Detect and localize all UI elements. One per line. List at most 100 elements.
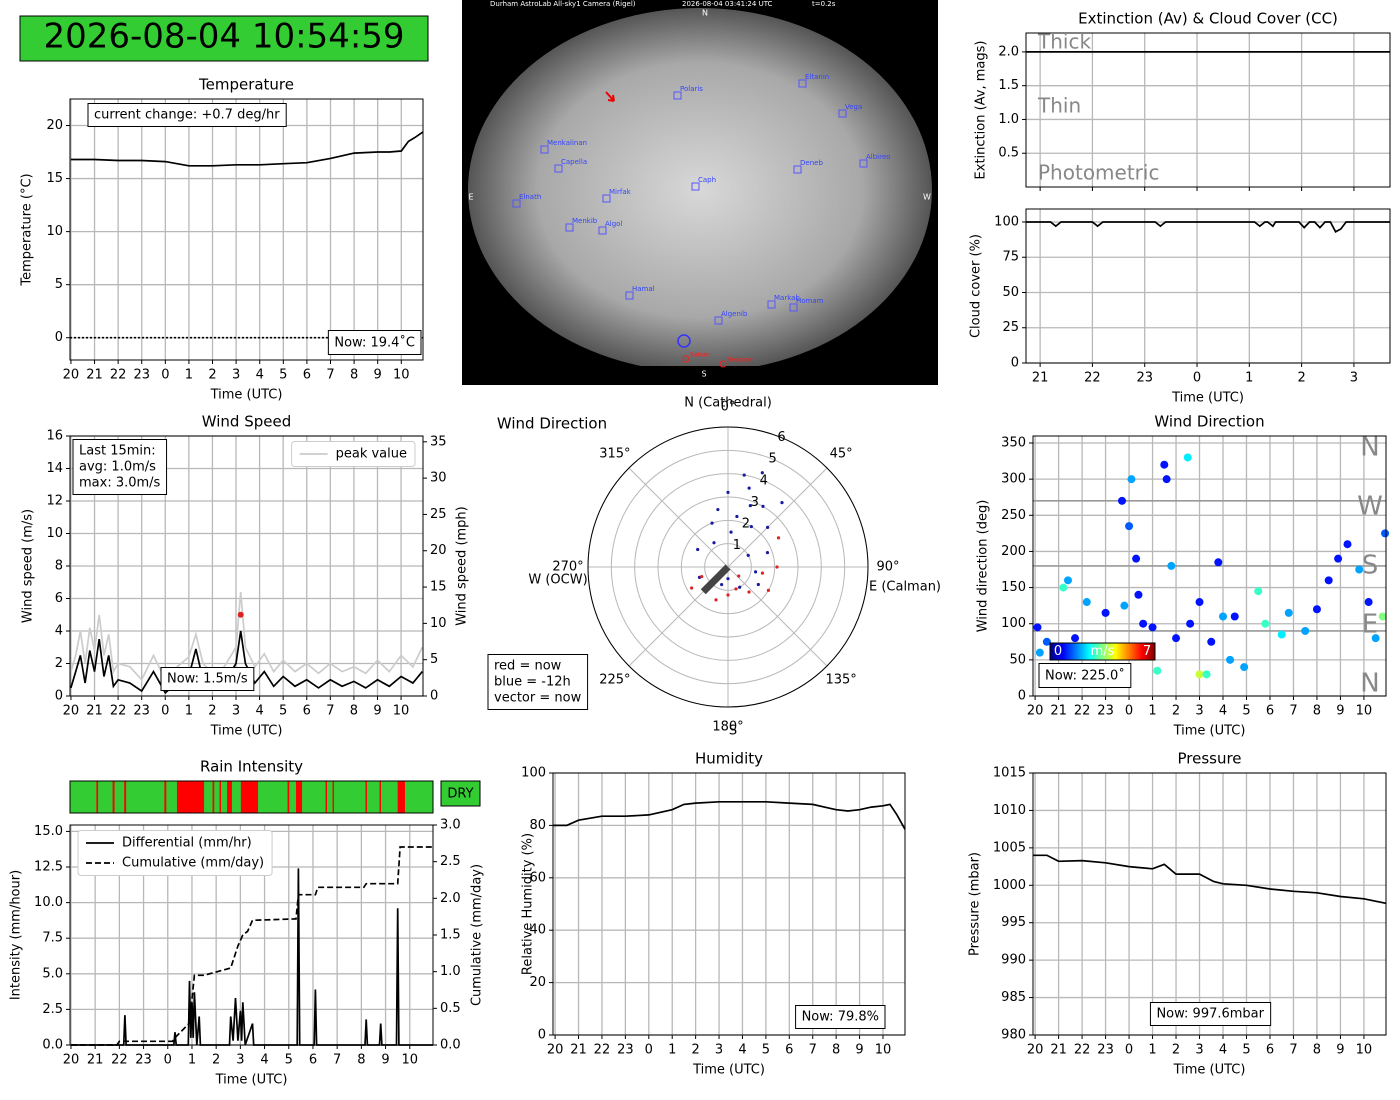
r-tick-label: 3 (751, 495, 759, 510)
x-tick-label: 6 (1266, 1043, 1274, 1058)
data-line (1026, 221, 1390, 233)
data-point (747, 486, 751, 490)
data-point (766, 588, 771, 592)
star-label: Algenib (721, 310, 748, 318)
data-point (1042, 637, 1051, 646)
data-point (710, 521, 714, 525)
x-tick-label: 1 (1148, 1043, 1156, 1058)
x-tick-label: 3 (232, 704, 240, 719)
data-point (734, 587, 738, 591)
x-tick-label: 21 (86, 704, 103, 719)
y-tick-label: 150 (1001, 580, 1026, 595)
annotation-text: Thick (1037, 30, 1091, 54)
x-tick-label: 1 (668, 1043, 676, 1058)
annotation: Now: 19.4˚C (327, 330, 422, 355)
data-point (760, 471, 764, 475)
y2-tick-label: 20 (430, 543, 447, 558)
x-tick-label: 10 (1356, 704, 1373, 719)
x-axis-label: Time (UTC) (1173, 1063, 1246, 1078)
x-tick-label: 21 (570, 1043, 587, 1058)
data-point (775, 565, 779, 569)
x-tick-label: 23 (1097, 704, 1114, 719)
annotation-text: avg: 1.0m/s (79, 460, 156, 475)
y-tick-label: 2.0 (998, 44, 1019, 59)
y-tick-label: 0.5 (998, 146, 1019, 161)
x-tick-label: 8 (350, 368, 358, 383)
chart-title: Humidity (695, 750, 763, 768)
data-point (1355, 565, 1364, 574)
y-tick-label: 10 (46, 526, 63, 541)
wet-interval (287, 781, 290, 813)
data-point (1167, 561, 1176, 570)
star-label: Elnath (519, 193, 541, 201)
x-tick-label: 10 (1356, 1043, 1373, 1058)
r-tick-label: 5 (769, 452, 777, 467)
data-point (720, 582, 724, 587)
annotation-text: max: 3.0m/s (79, 476, 161, 491)
plot-frame (1032, 435, 1387, 697)
x-tick-label: 1 (185, 368, 193, 383)
annotation: Now: 1.5m/s (160, 667, 255, 691)
data-point (1101, 608, 1110, 617)
x-tick-label: 8 (1313, 1043, 1321, 1058)
polar-frame (587, 426, 869, 708)
theta-tick-label: 0° (721, 400, 736, 415)
x-tick-label: 0 (1125, 1043, 1133, 1058)
data-point (1371, 634, 1380, 643)
x-tick-label: 20 (63, 368, 80, 383)
y-tick-label: 350 (1001, 436, 1026, 451)
x-tick-label: 8 (350, 704, 358, 719)
y2-tick-label: 10 (430, 616, 447, 631)
y2-tick-label: 5 (430, 652, 438, 667)
annotation-box (1149, 1002, 1272, 1026)
y-tick-label: 100 (994, 214, 1019, 229)
y-tick-label: 20 (529, 975, 546, 990)
data-point (1134, 590, 1143, 599)
camera-direction: E (468, 193, 473, 202)
annotation-text: vector = now (494, 691, 582, 706)
data-point (1334, 554, 1343, 563)
x-tick-label: 10 (393, 704, 410, 719)
x-tick-label: 3 (715, 1043, 723, 1058)
x-tick-label: 9 (1336, 1043, 1344, 1058)
plot-frame (69, 98, 424, 361)
x-tick-label: 22 (110, 368, 127, 383)
x-tick-label: 8 (357, 1053, 365, 1068)
annotation-text: Thin (1037, 94, 1081, 118)
compass-label: N (1360, 669, 1379, 699)
x-tick-label: 10 (875, 1043, 892, 1058)
star-label: Menkalinan (547, 139, 587, 147)
star-marker (714, 316, 723, 325)
chart-title: Rain Intensity (200, 758, 303, 776)
annotation-box (487, 654, 589, 710)
x-tick-label: 0 (645, 1043, 653, 1058)
y2-axis-label: Cumulative (mm/day) (470, 864, 485, 1006)
star-marker (565, 223, 574, 232)
theta-tick-label: 315° (599, 446, 630, 461)
data-point (1186, 619, 1195, 628)
y-tick-label: 25 (1002, 320, 1019, 335)
star-marker (673, 91, 682, 100)
annotation-text: Now: 225.0˚ (1045, 668, 1125, 684)
star-label: Homam (796, 297, 824, 305)
data-point (1226, 655, 1235, 664)
x-tick-label: 22 (594, 1043, 611, 1058)
wet-interval (365, 781, 367, 813)
y-tick-label: 7.5 (42, 931, 63, 946)
wet-interval (212, 781, 215, 813)
colorbar (1049, 642, 1156, 661)
compass-label: S (1362, 551, 1379, 581)
x-tick-label: 7 (326, 704, 334, 719)
x-tick-label: 9 (1336, 704, 1344, 719)
x-tick-label: 0 (161, 368, 169, 383)
y-tick-label: 40 (529, 923, 546, 938)
data-point (1132, 554, 1141, 563)
x-tick-label: 20 (1027, 704, 1044, 719)
star-marker (625, 291, 634, 300)
chart-title: Temperature (198, 76, 294, 94)
r-tick-label: 2 (742, 516, 750, 531)
timestamp: 2026-08-04 10:54:59 (43, 17, 404, 57)
x-axis-label: Time (UTC) (210, 388, 283, 403)
data-point (726, 490, 730, 494)
data-point (756, 582, 760, 587)
